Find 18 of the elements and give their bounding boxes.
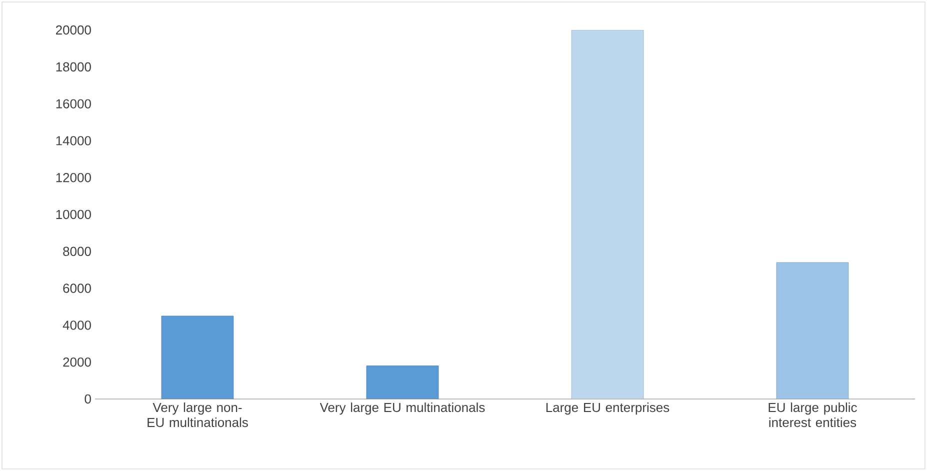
y-tick-label: 18000 — [56, 62, 91, 72]
y-tick-label: 0 — [84, 394, 91, 404]
y-tick-label: 6000 — [63, 284, 91, 293]
x-tick-label: Very large non-EU multinationals — [148, 402, 248, 428]
y-tick-label: 16000 — [56, 99, 91, 108]
x-tick-label: Very large EU multinationals — [320, 402, 485, 415]
y-tick-label: 20000 — [56, 25, 91, 35]
y-tick-label: 14000 — [56, 136, 91, 146]
y-tick-label: 12000 — [56, 172, 91, 182]
y-tick-label: 8000 — [63, 246, 91, 256]
bar — [776, 262, 849, 399]
x-tick-label: Large EU enterprises — [546, 402, 670, 415]
x-tick-label: EU large public interest entities — [768, 402, 857, 428]
y-tick-label: 10000 — [56, 210, 91, 220]
bar — [571, 30, 644, 399]
y-tick-label: 4000 — [62, 320, 91, 330]
y-tick-label: 2000 — [63, 357, 91, 367]
bar — [161, 316, 234, 399]
